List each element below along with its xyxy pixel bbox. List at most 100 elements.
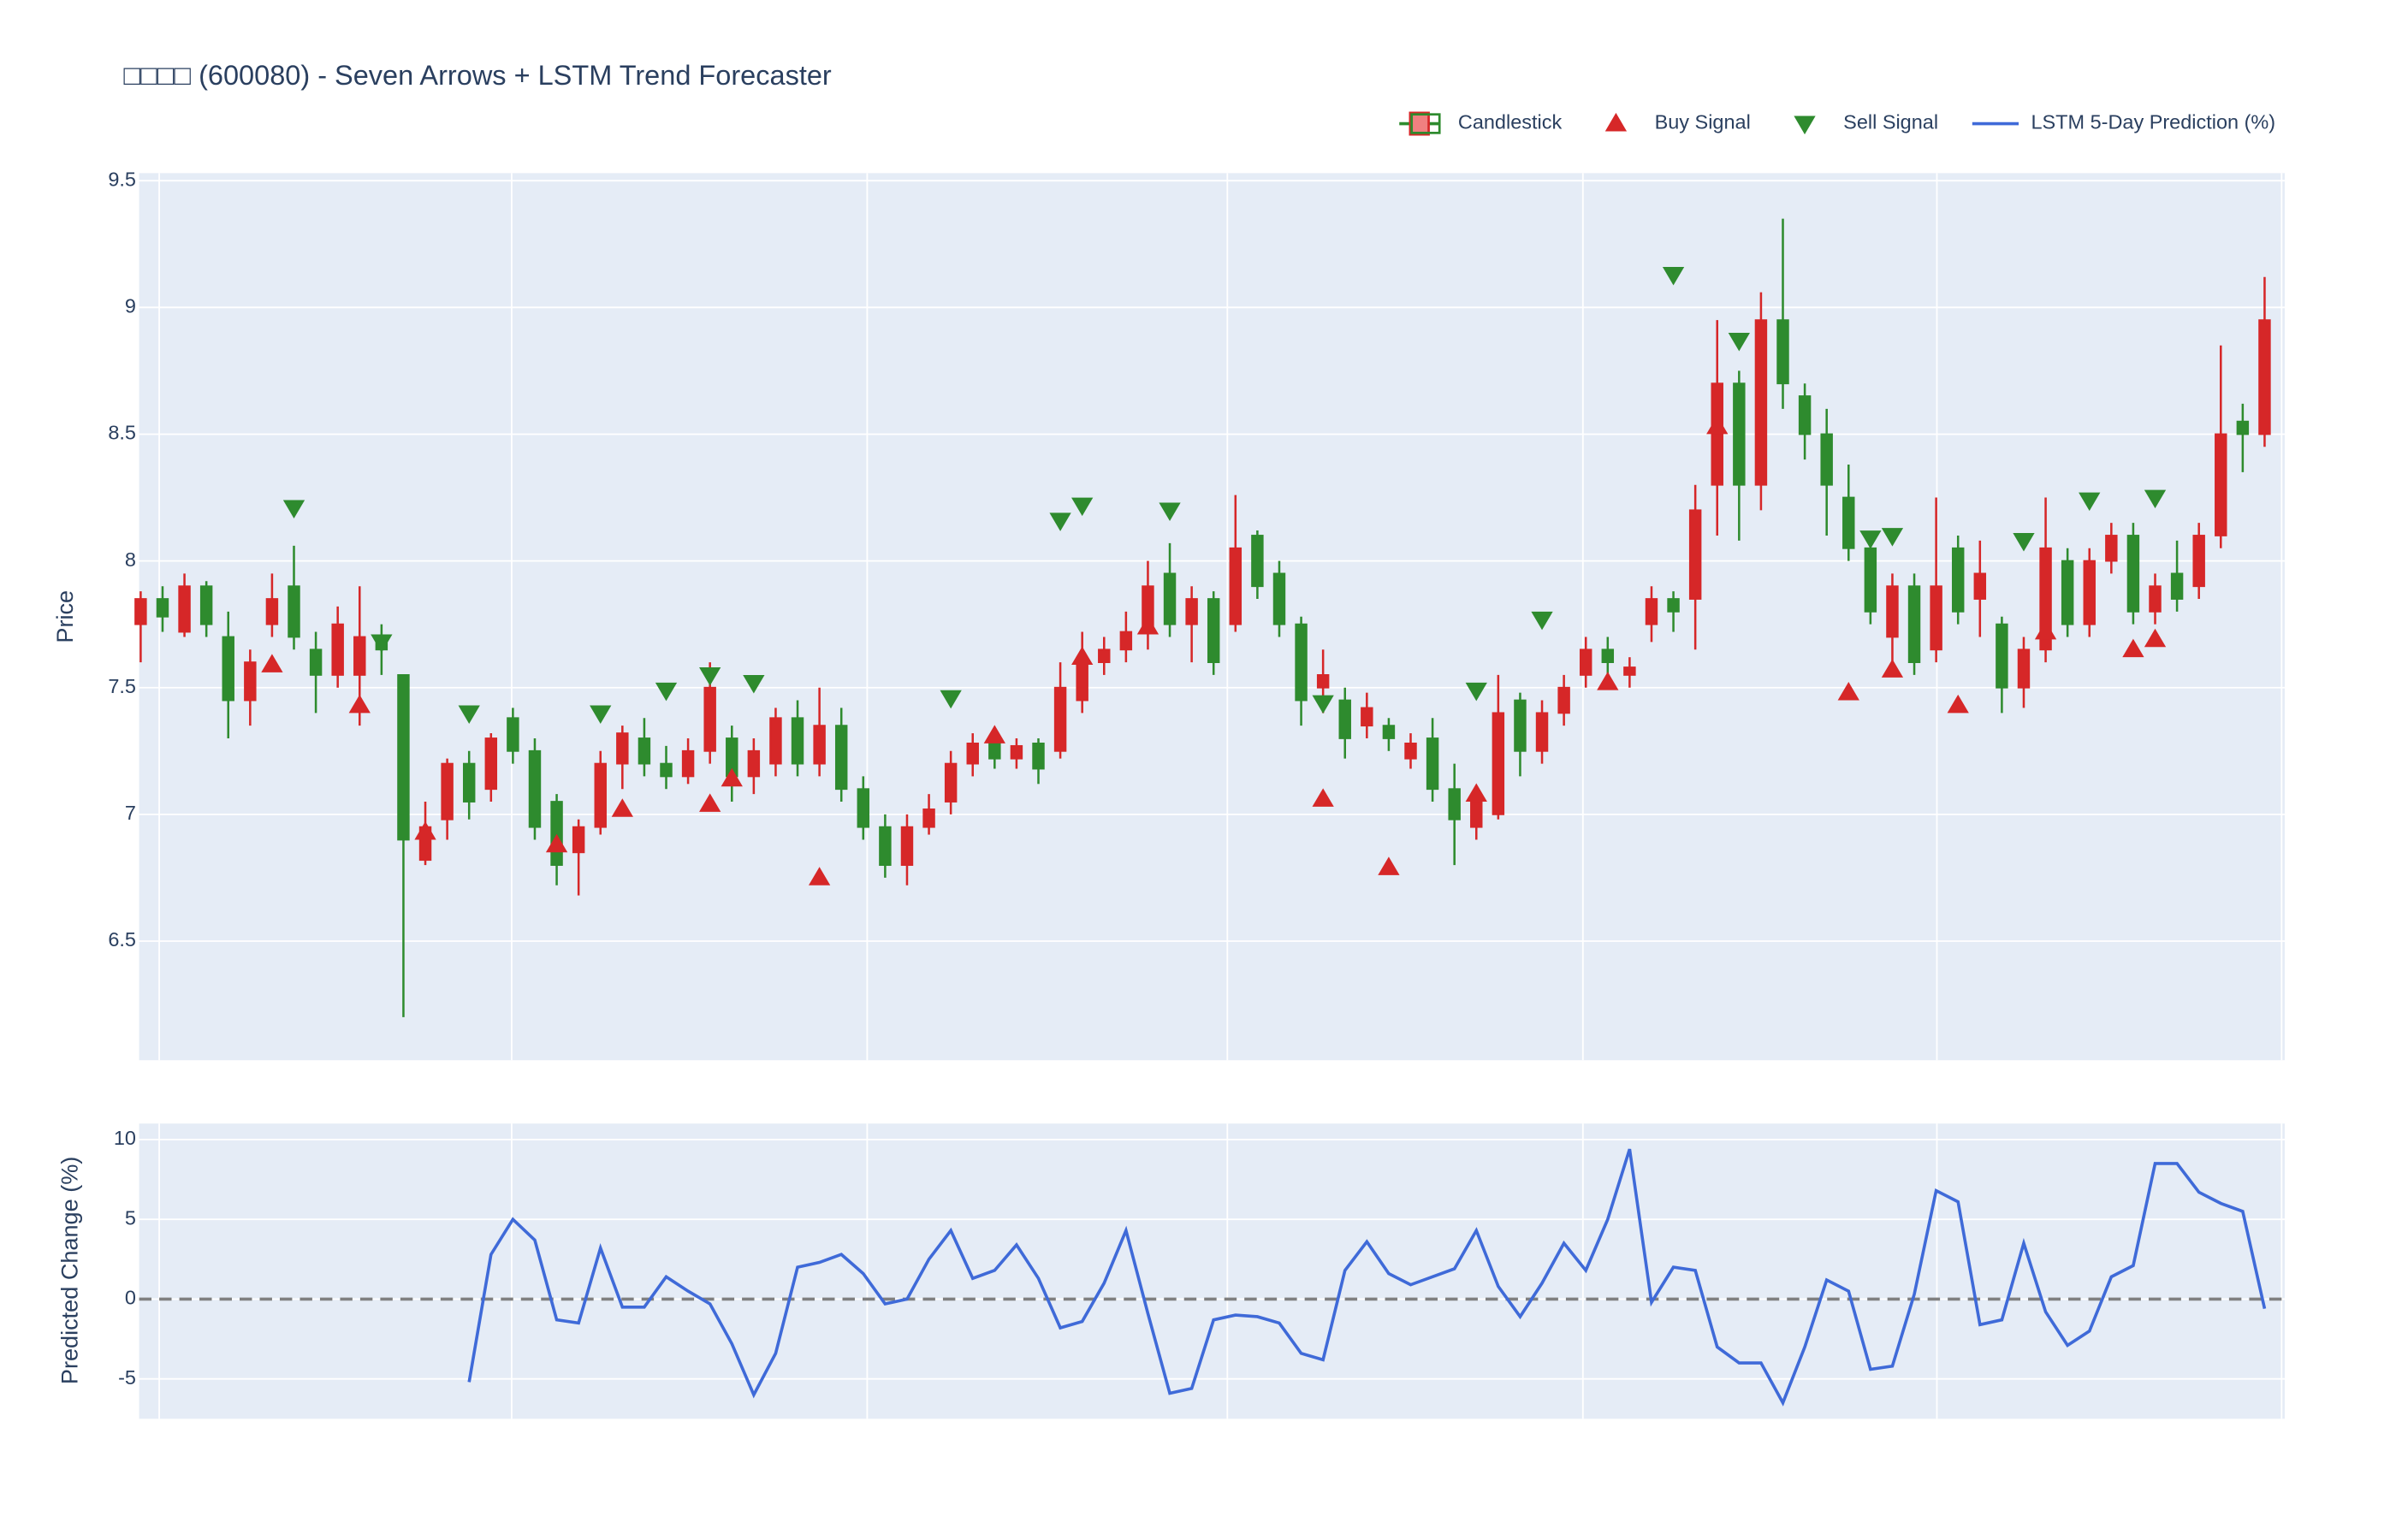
candle-body	[1733, 382, 1746, 486]
candle-body	[1973, 572, 1987, 600]
legend-symbol	[1604, 112, 1628, 132]
candle-body	[594, 762, 607, 828]
candle-body	[1338, 699, 1351, 739]
sell-marker	[1159, 502, 1181, 521]
candle-body	[507, 717, 519, 752]
candle-body	[1645, 598, 1658, 625]
buy-marker	[1837, 682, 1859, 701]
candle-body	[572, 826, 585, 854]
candle-body	[1930, 585, 1942, 651]
sell-marker	[1531, 611, 1553, 631]
y-tick-label: 9	[125, 295, 136, 317]
y-tick-label: -5	[118, 1366, 136, 1389]
buy-marker	[348, 694, 371, 714]
candle-body	[441, 762, 454, 820]
candle-body	[660, 762, 673, 778]
candle-body	[1316, 674, 1330, 689]
candle-body	[944, 762, 958, 803]
y-axis-label: Price	[51, 590, 78, 643]
buy-marker	[1312, 788, 1334, 807]
candle-body	[2039, 547, 2052, 651]
plot-background	[139, 1123, 2285, 1419]
candle-body	[1754, 319, 1768, 486]
buy-marker	[611, 798, 633, 817]
sell-marker	[1859, 530, 1882, 549]
sell-marker	[590, 705, 612, 724]
candle-body	[879, 826, 892, 867]
buy-marker	[545, 833, 568, 853]
prediction-line	[467, 1148, 2267, 1407]
candle-body	[1514, 699, 1527, 752]
candle-body	[857, 788, 870, 828]
buy-marker	[699, 793, 721, 812]
sell-marker	[1728, 333, 1750, 352]
candle-body	[1951, 547, 1965, 613]
sell-marker	[1071, 497, 1094, 517]
candle-body	[1535, 712, 1549, 752]
candle-body	[1820, 433, 1833, 486]
candle-body	[2061, 560, 2074, 625]
candle-body	[900, 826, 914, 867]
candle-body	[1688, 509, 1702, 600]
candle-body	[1229, 547, 1242, 625]
candle-body	[1119, 631, 1133, 651]
candle-body	[134, 598, 147, 625]
sell-marker	[458, 705, 480, 724]
candle-body	[922, 808, 935, 828]
legend-label: Candlestick	[1458, 111, 1563, 133]
candle-body	[1886, 585, 1899, 638]
y-tick-label: 10	[114, 1127, 136, 1149]
sell-marker	[2079, 492, 2101, 512]
candle-body	[1163, 572, 1177, 625]
candle-body	[199, 585, 213, 625]
candle-body	[2236, 420, 2250, 435]
candle-body	[1492, 712, 1505, 815]
candle-body	[1842, 496, 1855, 549]
candle-body	[2192, 535, 2205, 588]
sell-marker	[1312, 695, 1334, 714]
candle-body	[2017, 649, 2031, 689]
buy-marker	[1881, 659, 1904, 678]
candle-body	[1010, 744, 1023, 760]
candle-body	[550, 801, 563, 867]
candle-body	[222, 636, 234, 702]
candle-body	[528, 749, 542, 828]
legend-symbol	[1409, 111, 1430, 136]
candle-body	[1711, 382, 1723, 486]
candle-body	[2126, 535, 2140, 613]
candle-body	[703, 686, 716, 752]
legend-symbol	[1794, 116, 1816, 135]
y-tick-label: 8	[125, 548, 136, 571]
buy-marker	[1378, 856, 1400, 875]
candle-body	[2105, 535, 2118, 562]
legend-symbol	[1410, 113, 1441, 134]
candle-body	[1098, 649, 1111, 664]
candle-body	[484, 737, 498, 791]
buy-marker	[1706, 415, 1729, 435]
candle-body	[1623, 666, 1636, 676]
candle-body	[1295, 623, 1308, 702]
buy-marker	[1465, 783, 1487, 803]
candle-body	[988, 742, 1001, 760]
candle-body	[1798, 395, 1812, 435]
sell-marker	[1881, 528, 1904, 547]
candle-body	[1251, 535, 1264, 588]
candle-body	[331, 623, 344, 676]
candle-body	[1053, 686, 1067, 752]
candle-body	[1361, 707, 1373, 727]
buy-marker	[721, 767, 743, 787]
candle-body	[2083, 560, 2096, 625]
candle-body	[1864, 547, 1877, 613]
candle-body	[1426, 737, 1439, 791]
candle-body	[1272, 572, 1286, 625]
legend: Candlestick Buy Signal Sell Signal LSTM 5-D…	[1399, 111, 2275, 136]
candle-body	[2215, 433, 2227, 536]
candle-body	[353, 636, 366, 676]
candle-body	[2258, 319, 2271, 435]
sell-marker	[940, 690, 962, 709]
candle-body	[244, 661, 257, 702]
y-tick-label: 9.5	[108, 168, 136, 190]
sell-marker	[1465, 682, 1487, 702]
candle-body	[1032, 742, 1045, 770]
